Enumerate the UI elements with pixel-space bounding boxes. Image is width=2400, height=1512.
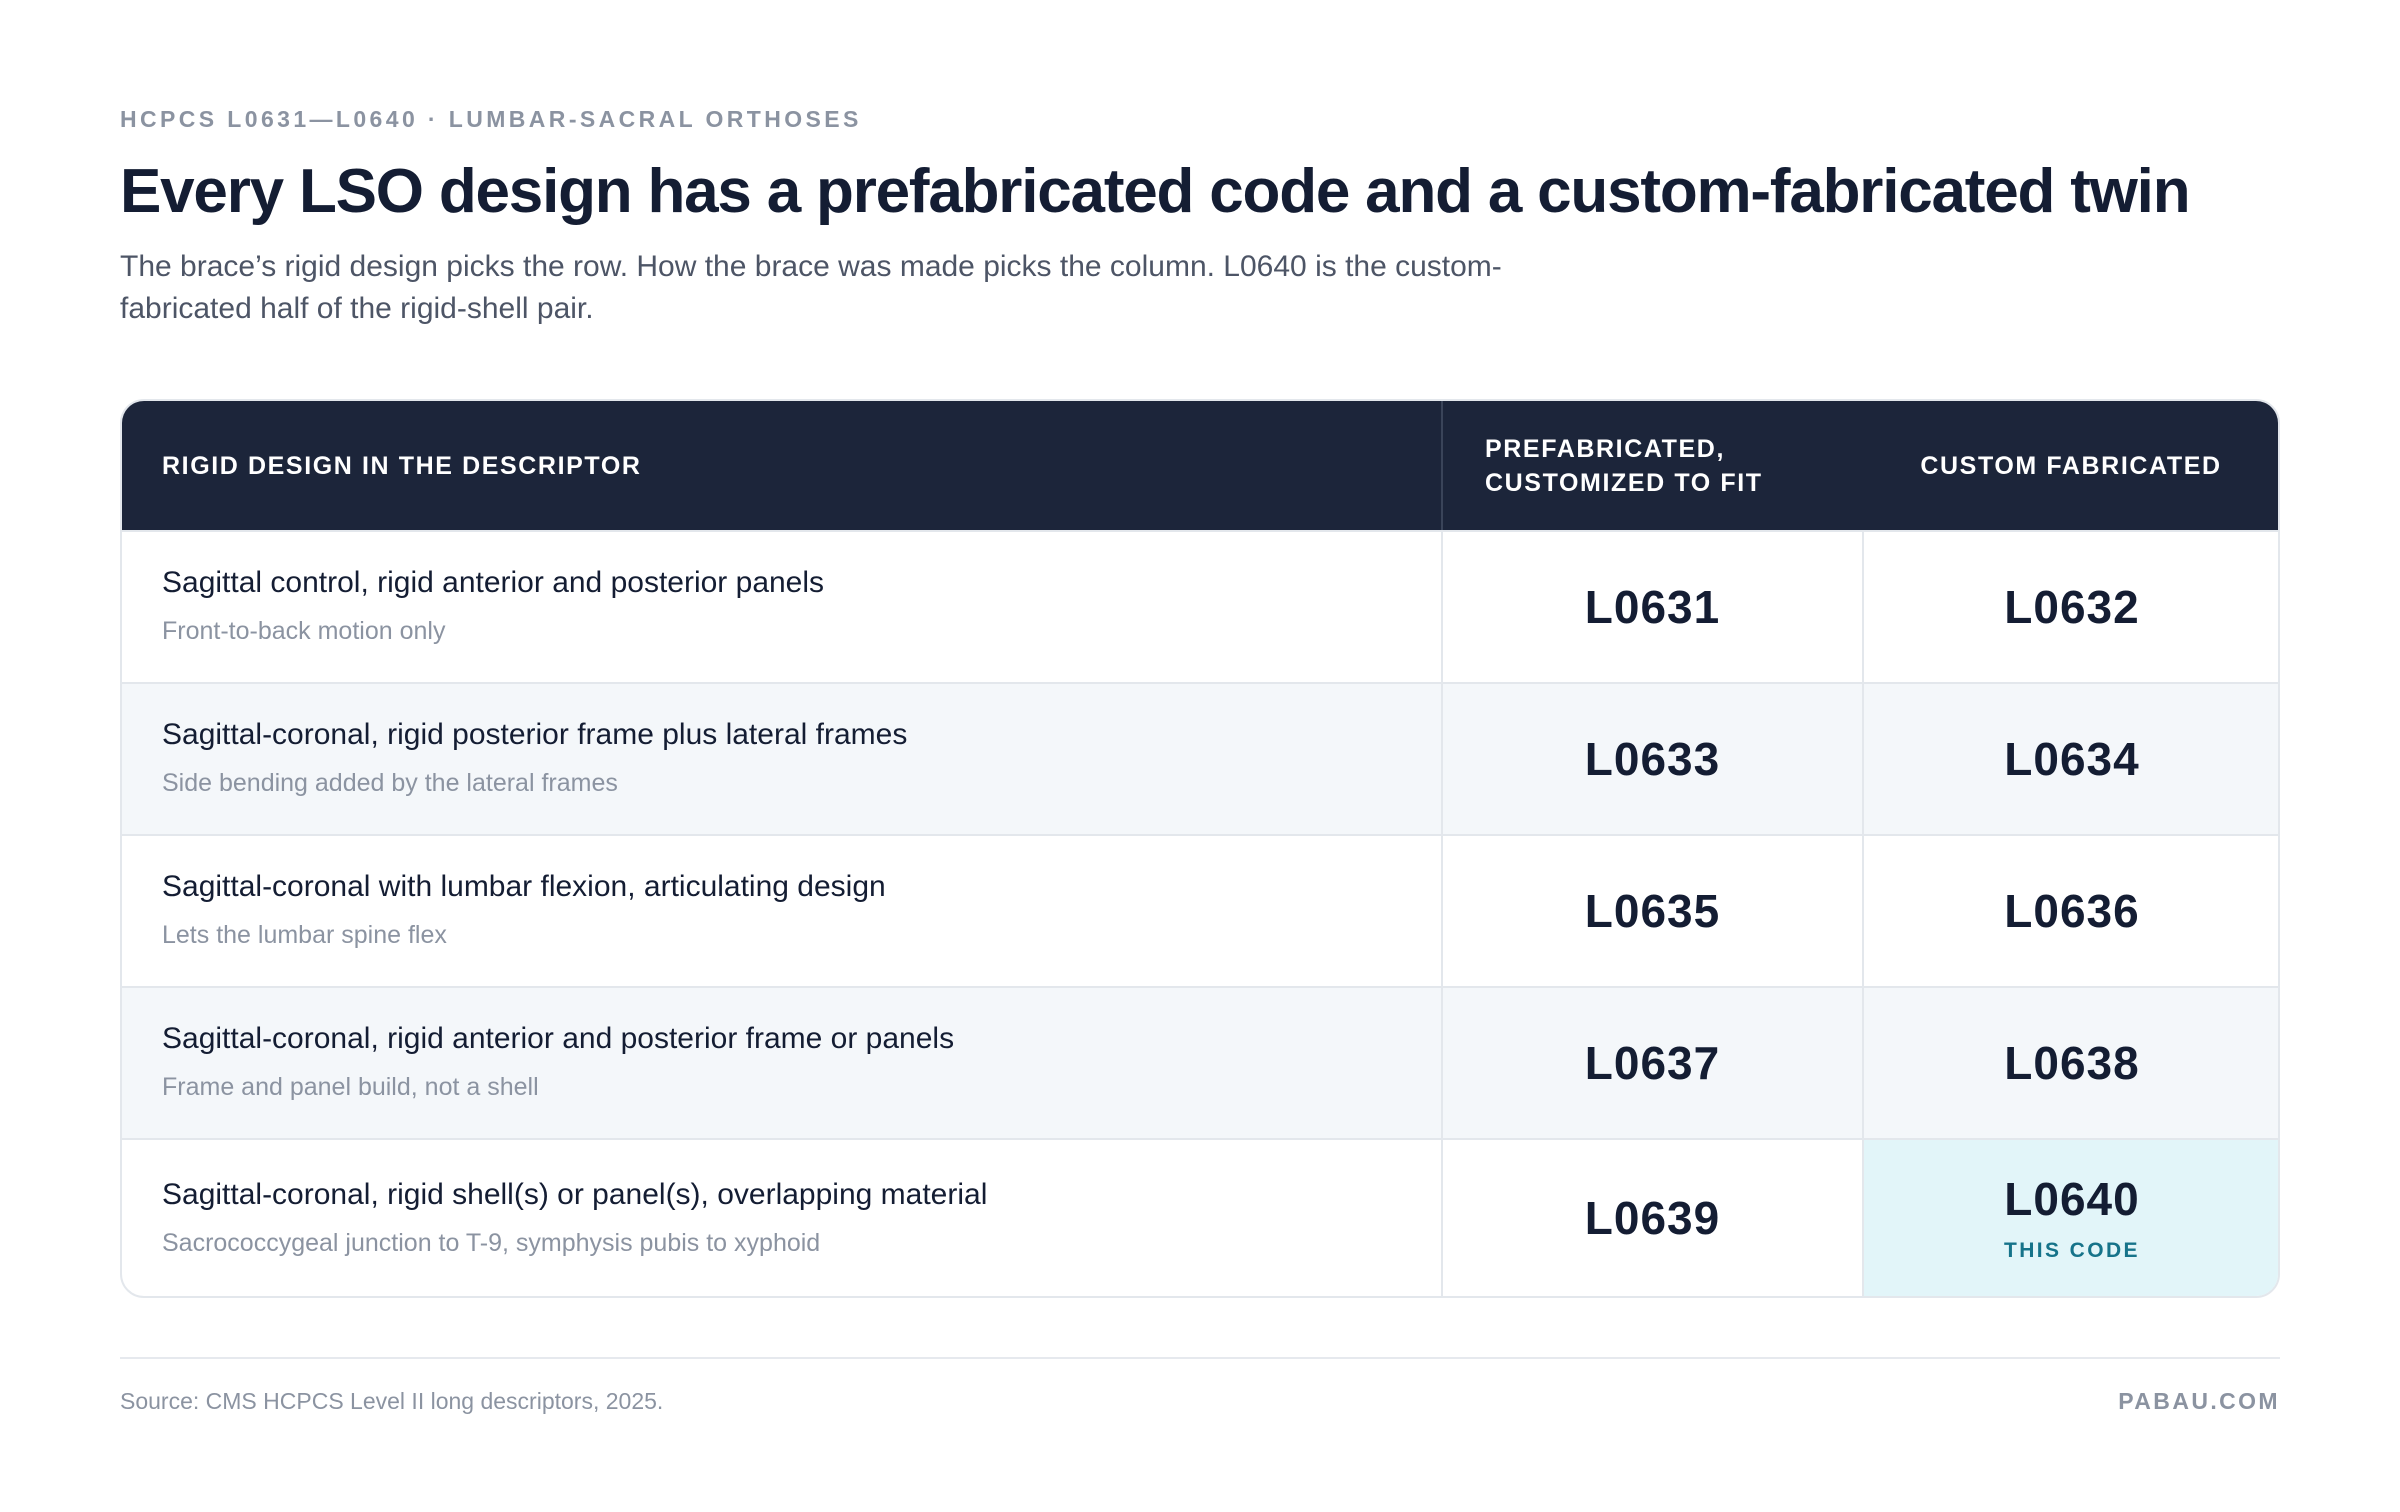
- custom-code-cell: L0636: [1862, 836, 2278, 986]
- table-row: Sagittal-coronal with lumbar flexion, ar…: [122, 834, 2278, 986]
- custom-code: L0636: [2004, 885, 2140, 937]
- design-cell: Sagittal control, rigid anterior and pos…: [122, 532, 1441, 682]
- prefabricated-code: L0631: [1584, 581, 1721, 633]
- custom-code: L0640: [2004, 1173, 2140, 1225]
- design-description: Sagittal-coronal, rigid shell(s) or pane…: [162, 1178, 988, 1211]
- design-description: Sagittal control, rigid anterior and pos…: [162, 566, 825, 599]
- prefabricated-code: L0639: [1584, 1192, 1721, 1244]
- table-row: Sagittal-coronal, rigid shell(s) or pane…: [122, 1138, 2278, 1296]
- design-note: Lets the lumbar spine flex: [162, 921, 447, 949]
- design-cell: Sagittal-coronal, rigid anterior and pos…: [122, 988, 1441, 1138]
- table-header: RIGID DESIGN IN THE DESCRIPTOR PREFABRIC…: [122, 401, 2278, 530]
- custom-code: L0638: [2004, 1037, 2140, 1089]
- design-cell: Sagittal-coronal with lumbar flexion, ar…: [122, 836, 1441, 986]
- column-header-prefabricated: PREFABRICATED, CUSTOMIZED TO FIT: [1441, 401, 1862, 530]
- custom-code: L0632: [2004, 581, 2140, 633]
- table-row: Sagittal-coronal, rigid anterior and pos…: [122, 986, 2278, 1138]
- code-table: RIGID DESIGN IN THE DESCRIPTOR PREFABRIC…: [120, 399, 2280, 1298]
- design-note: Side bending added by the lateral frames: [162, 769, 618, 797]
- custom-code-cell: L0634: [1862, 684, 2278, 834]
- custom-code: L0634: [2004, 733, 2140, 785]
- design-note: Sacrococcygeal junction to T-9, symphysi…: [162, 1229, 821, 1257]
- column-header-design: RIGID DESIGN IN THE DESCRIPTOR: [122, 401, 1441, 530]
- custom-code-cell: L0638: [1862, 988, 2278, 1138]
- prefabricated-code-cell: L0631: [1441, 532, 1862, 682]
- prefabricated-code-cell: L0637: [1441, 988, 1862, 1138]
- footer-divider: [120, 1357, 2280, 1359]
- column-header-custom-label: CUSTOM FABRICATED: [1920, 451, 2222, 480]
- this-code-badge: THIS CODE: [2004, 1239, 2140, 1262]
- page-subtitle: The brace’s rigid design picks the row. …: [120, 250, 1502, 325]
- design-note: Front-to-back motion only: [162, 617, 446, 645]
- source-note: Source: CMS HCPCS Level II long descript…: [120, 1388, 664, 1414]
- column-header-design-label: RIGID DESIGN IN THE DESCRIPTOR: [162, 451, 642, 480]
- custom-code-cell: L0632: [1862, 532, 2278, 682]
- prefabricated-code-cell: L0639: [1441, 1140, 1862, 1296]
- table-row: Sagittal control, rigid anterior and pos…: [122, 530, 2278, 682]
- design-note: Frame and panel build, not a shell: [162, 1073, 539, 1101]
- prefabricated-code: L0633: [1584, 733, 1721, 785]
- brand-mark[interactable]: PABAU.COM: [2118, 1388, 2280, 1414]
- prefabricated-code-cell: L0633: [1441, 684, 1862, 834]
- prefabricated-code: L0635: [1584, 885, 1721, 937]
- column-header-custom: CUSTOM FABRICATED: [1862, 401, 2278, 530]
- design-description: Sagittal-coronal, rigid posterior frame …: [162, 718, 908, 751]
- page-title: Every LSO design has a prefabricated cod…: [120, 157, 2191, 226]
- eyebrow: HCPCS L0631—L0640 · LUMBAR-SACRAL ORTHOS…: [120, 106, 862, 132]
- design-description: Sagittal-coronal, rigid anterior and pos…: [162, 1022, 955, 1055]
- prefabricated-code: L0637: [1584, 1037, 1721, 1089]
- highlighted-code-cell: L0640 THIS CODE: [1862, 1140, 2278, 1296]
- table-row: Sagittal-coronal, rigid posterior frame …: [122, 682, 2278, 834]
- prefabricated-code-cell: L0635: [1441, 836, 1862, 986]
- design-cell: Sagittal-coronal, rigid shell(s) or pane…: [122, 1140, 1441, 1296]
- design-description: Sagittal-coronal with lumbar flexion, ar…: [162, 870, 886, 903]
- column-header-prefabricated-label: PREFABRICATED, CUSTOMIZED TO FIT: [1485, 434, 1763, 497]
- design-cell: Sagittal-coronal, rigid posterior frame …: [122, 684, 1441, 834]
